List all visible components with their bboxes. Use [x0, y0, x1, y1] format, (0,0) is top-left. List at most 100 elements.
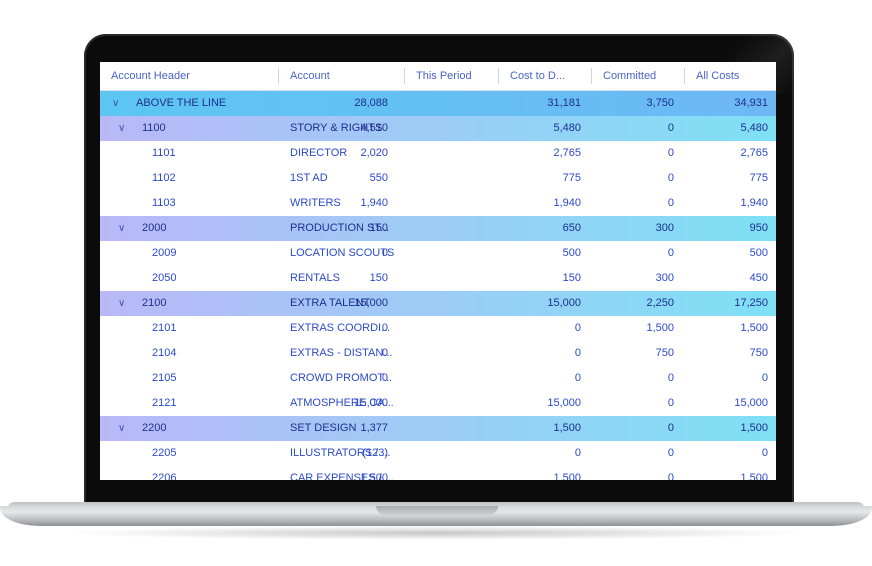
col-header-committed[interactable]: Committed [603, 70, 657, 82]
cell-this-period: 1,940 [360, 197, 388, 209]
cell-account: CAR EXPENSES / ... [290, 472, 394, 480]
cell-account: EXTRAS - DISTAN... [290, 347, 393, 359]
cell-committed: 0 [667, 472, 674, 480]
cell-this-period: 0 [381, 347, 388, 359]
table-row[interactable]: 2105 CROWD PROMOT... 0 0 0 0 [100, 366, 776, 392]
cell-committed: 0 [667, 372, 674, 384]
cell-this-period: 2,020 [360, 147, 388, 159]
cell-account: CROWD PROMOT... [290, 372, 393, 384]
table-row[interactable]: 2121 ATMOSPHERE CA... 15,000 15,000 0 15,000 [100, 391, 776, 417]
table-row[interactable]: 2206 CAR EXPENSES / ... 1,500 1,500 0 1,500 [100, 466, 776, 480]
cell-committed: 300 [655, 222, 674, 234]
cell-account: SET DESIGN [290, 422, 357, 434]
cell-all-costs: 500 [749, 247, 768, 259]
cell-all-costs: 2,765 [740, 147, 768, 159]
cell-this-period: 1,377 [360, 422, 388, 434]
cell-account-header: 1101 [152, 147, 176, 159]
cell-account-header: 2206 [152, 472, 177, 480]
cell-committed: 300 [655, 272, 674, 284]
cell-cost-to-date: 650 [562, 222, 581, 234]
cell-account-header: 2050 [152, 272, 177, 284]
col-header-account[interactable]: Account [290, 70, 330, 82]
cell-account: ILLUSTRATORS / ... [290, 447, 391, 459]
cell-account-header: 1102 [152, 172, 176, 184]
cell-this-period: 28,088 [354, 97, 388, 109]
table-row[interactable]: 1101 DIRECTOR 2,020 2,765 0 2,765 [100, 141, 776, 167]
cell-this-period: 0 [381, 247, 388, 259]
cell-account: EXTRA TALENT [290, 297, 371, 309]
cell-account: WRITERS [290, 197, 341, 209]
cell-committed: 0 [667, 447, 674, 459]
cell-all-costs: 1,940 [740, 197, 768, 209]
cell-this-period: 550 [369, 172, 388, 184]
cell-all-costs: 17,250 [734, 297, 768, 309]
cell-committed: 0 [667, 247, 674, 259]
cell-this-period: 0 [381, 372, 388, 384]
cell-account-header: 2200 [142, 422, 167, 434]
cell-cost-to-date: 0 [574, 447, 581, 459]
group-row[interactable]: ∨ 2000 PRODUCTION ST... 150 650 300 950 [100, 216, 776, 241]
cell-this-period: 15,000 [354, 397, 388, 409]
cell-cost-to-date: 0 [574, 372, 581, 384]
cell-account: RENTALS [290, 272, 340, 284]
col-header-all-costs[interactable]: All Costs [696, 70, 740, 82]
cell-account: STORY & RIGHTS [290, 122, 383, 134]
col-header-this-period[interactable]: This Period [416, 70, 472, 82]
table-row[interactable]: 2104 EXTRAS - DISTAN... 0 0 750 750 [100, 341, 776, 367]
cell-committed: 0 [667, 197, 674, 209]
cell-cost-to-date: 2,765 [553, 147, 581, 159]
chevron-down-icon[interactable]: ∨ [118, 298, 126, 309]
cell-this-period: 150 [369, 272, 388, 284]
cell-committed: 0 [667, 122, 674, 134]
group-row[interactable]: ∨ 2200 SET DESIGN 1,377 1,500 0 1,500 [100, 416, 776, 441]
cell-committed: 0 [667, 397, 674, 409]
cell-committed: 2,250 [646, 297, 674, 309]
cell-committed: 750 [655, 347, 674, 359]
cell-committed: 3,750 [646, 97, 674, 109]
table-row[interactable]: 1103 WRITERS 1,940 1,940 0 1,940 [100, 191, 776, 217]
cell-all-costs: 15,000 [734, 397, 768, 409]
cell-this-period: 15,000 [354, 297, 388, 309]
cell-this-period: (123) [362, 447, 388, 459]
cell-account-header: 1100 [142, 122, 166, 134]
cell-account: PRODUCTION ST... [290, 222, 390, 234]
cell-account-header: 2105 [152, 372, 177, 384]
chevron-down-icon[interactable]: ∨ [118, 223, 126, 234]
table-row[interactable]: 2009 LOCATION SCOUTS 0 500 0 500 [100, 241, 776, 267]
cell-cost-to-date: 31,181 [547, 97, 581, 109]
cell-account-header: 2009 [152, 247, 177, 259]
cell-account-header: 2104 [152, 347, 177, 359]
cell-account: 1ST AD [290, 172, 328, 184]
group-row[interactable]: ∨ 2100 EXTRA TALENT 15,000 15,000 2,250 17,250 [100, 291, 776, 316]
cell-cost-to-date: 15,000 [547, 397, 581, 409]
cell-account: LOCATION SCOUTS [290, 247, 395, 259]
cell-account-header: 1103 [152, 197, 176, 209]
laptop-screen: Account Header Account This Period Cost … [100, 62, 776, 480]
table-row[interactable]: 2205 ILLUSTRATORS / ... (123) 0 0 0 [100, 441, 776, 467]
col-header-account-header[interactable]: Account Header [111, 70, 190, 82]
chevron-down-icon[interactable]: ∨ [118, 123, 126, 134]
chevron-down-icon[interactable]: ∨ [112, 98, 120, 109]
chevron-down-icon[interactable]: ∨ [118, 423, 126, 434]
cell-cost-to-date: 0 [574, 347, 581, 359]
cell-all-costs: 0 [761, 372, 768, 384]
table-row[interactable]: 1102 1ST AD 550 775 0 775 [100, 166, 776, 192]
cell-this-period: 1,500 [360, 472, 388, 480]
cell-account-header: 2121 [152, 397, 177, 409]
col-header-cost-to-date[interactable]: Cost to D... [510, 70, 566, 82]
table-row[interactable]: 2050 RENTALS 150 150 300 450 [100, 266, 776, 292]
cell-cost-to-date: 775 [562, 172, 581, 184]
cell-all-costs: 1,500 [740, 322, 768, 334]
grid-header: Account Header Account This Period Cost … [100, 62, 776, 91]
group-row[interactable]: ∨ 1100 STORY & RIGHTS 4,510 5,480 0 5,480 [100, 116, 776, 141]
cell-this-period: 4,510 [360, 122, 388, 134]
cell-account: DIRECTOR [290, 147, 348, 159]
laptop-shadow [60, 526, 812, 540]
cell-cost-to-date: 1,940 [553, 197, 581, 209]
top-group-row[interactable]: ∨ ABOVE THE LINE 28,088 31,181 3,750 34,931 [100, 91, 776, 116]
cell-all-costs: 1,500 [740, 472, 768, 480]
cell-committed: 1,500 [646, 322, 674, 334]
table-row[interactable]: 2101 EXTRAS COORDI... 0 0 1,500 1,500 [100, 316, 776, 342]
cell-cost-to-date: 1,500 [553, 472, 581, 480]
laptop-base [0, 506, 872, 526]
